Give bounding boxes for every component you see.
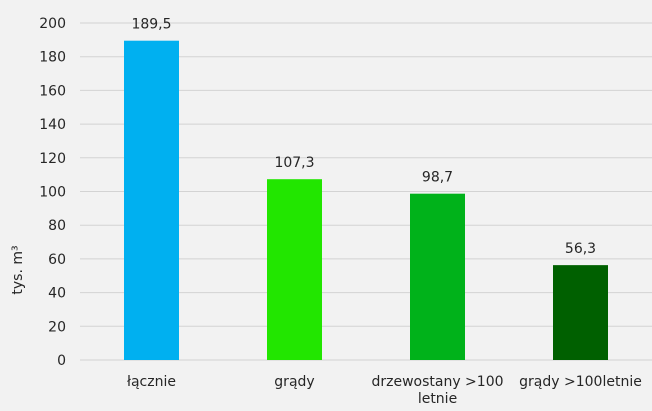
y-tick-label: 100 xyxy=(39,185,66,201)
y-tick-label: 120 xyxy=(39,151,66,167)
y-axis-label: tys. m³ xyxy=(10,245,26,294)
y-tick-label: 140 xyxy=(39,117,66,133)
x-tick-label: grądy xyxy=(274,374,314,390)
x-axis-ticks: łącznie grądy drzewostany >100letnie grądy … xyxy=(127,374,642,407)
bar xyxy=(267,179,322,360)
data-label: 56,3 xyxy=(565,241,596,257)
y-tick-label: 180 xyxy=(39,50,66,66)
bars xyxy=(124,40,608,360)
data-label: 189,5 xyxy=(131,17,171,33)
x-tick-label: letnie xyxy=(418,391,457,407)
data-label: 98,7 xyxy=(422,170,453,186)
y-tick-label: 60 xyxy=(48,252,66,268)
y-tick-label: 40 xyxy=(48,286,66,302)
bar xyxy=(553,265,608,360)
y-tick-label: 20 xyxy=(48,319,66,335)
x-tick-label: drzewostany >100 xyxy=(371,374,503,390)
bar xyxy=(410,193,465,360)
y-tick-label: 80 xyxy=(48,218,66,234)
y-tick-label: 0 xyxy=(57,353,66,369)
y-tick-label: 160 xyxy=(39,83,66,99)
bar xyxy=(124,40,179,360)
y-tick-label: 200 xyxy=(39,16,66,32)
y-axis-ticks: 0 20 40 60 80 100 120 140 160 180 200 xyxy=(39,16,66,369)
x-tick-label: łącznie xyxy=(127,374,176,390)
x-tick-label: grądy >100letnie xyxy=(519,374,642,390)
data-label: 107,3 xyxy=(274,155,314,171)
data-labels: 189,5 107,3 98,7 56,3 xyxy=(131,17,596,257)
